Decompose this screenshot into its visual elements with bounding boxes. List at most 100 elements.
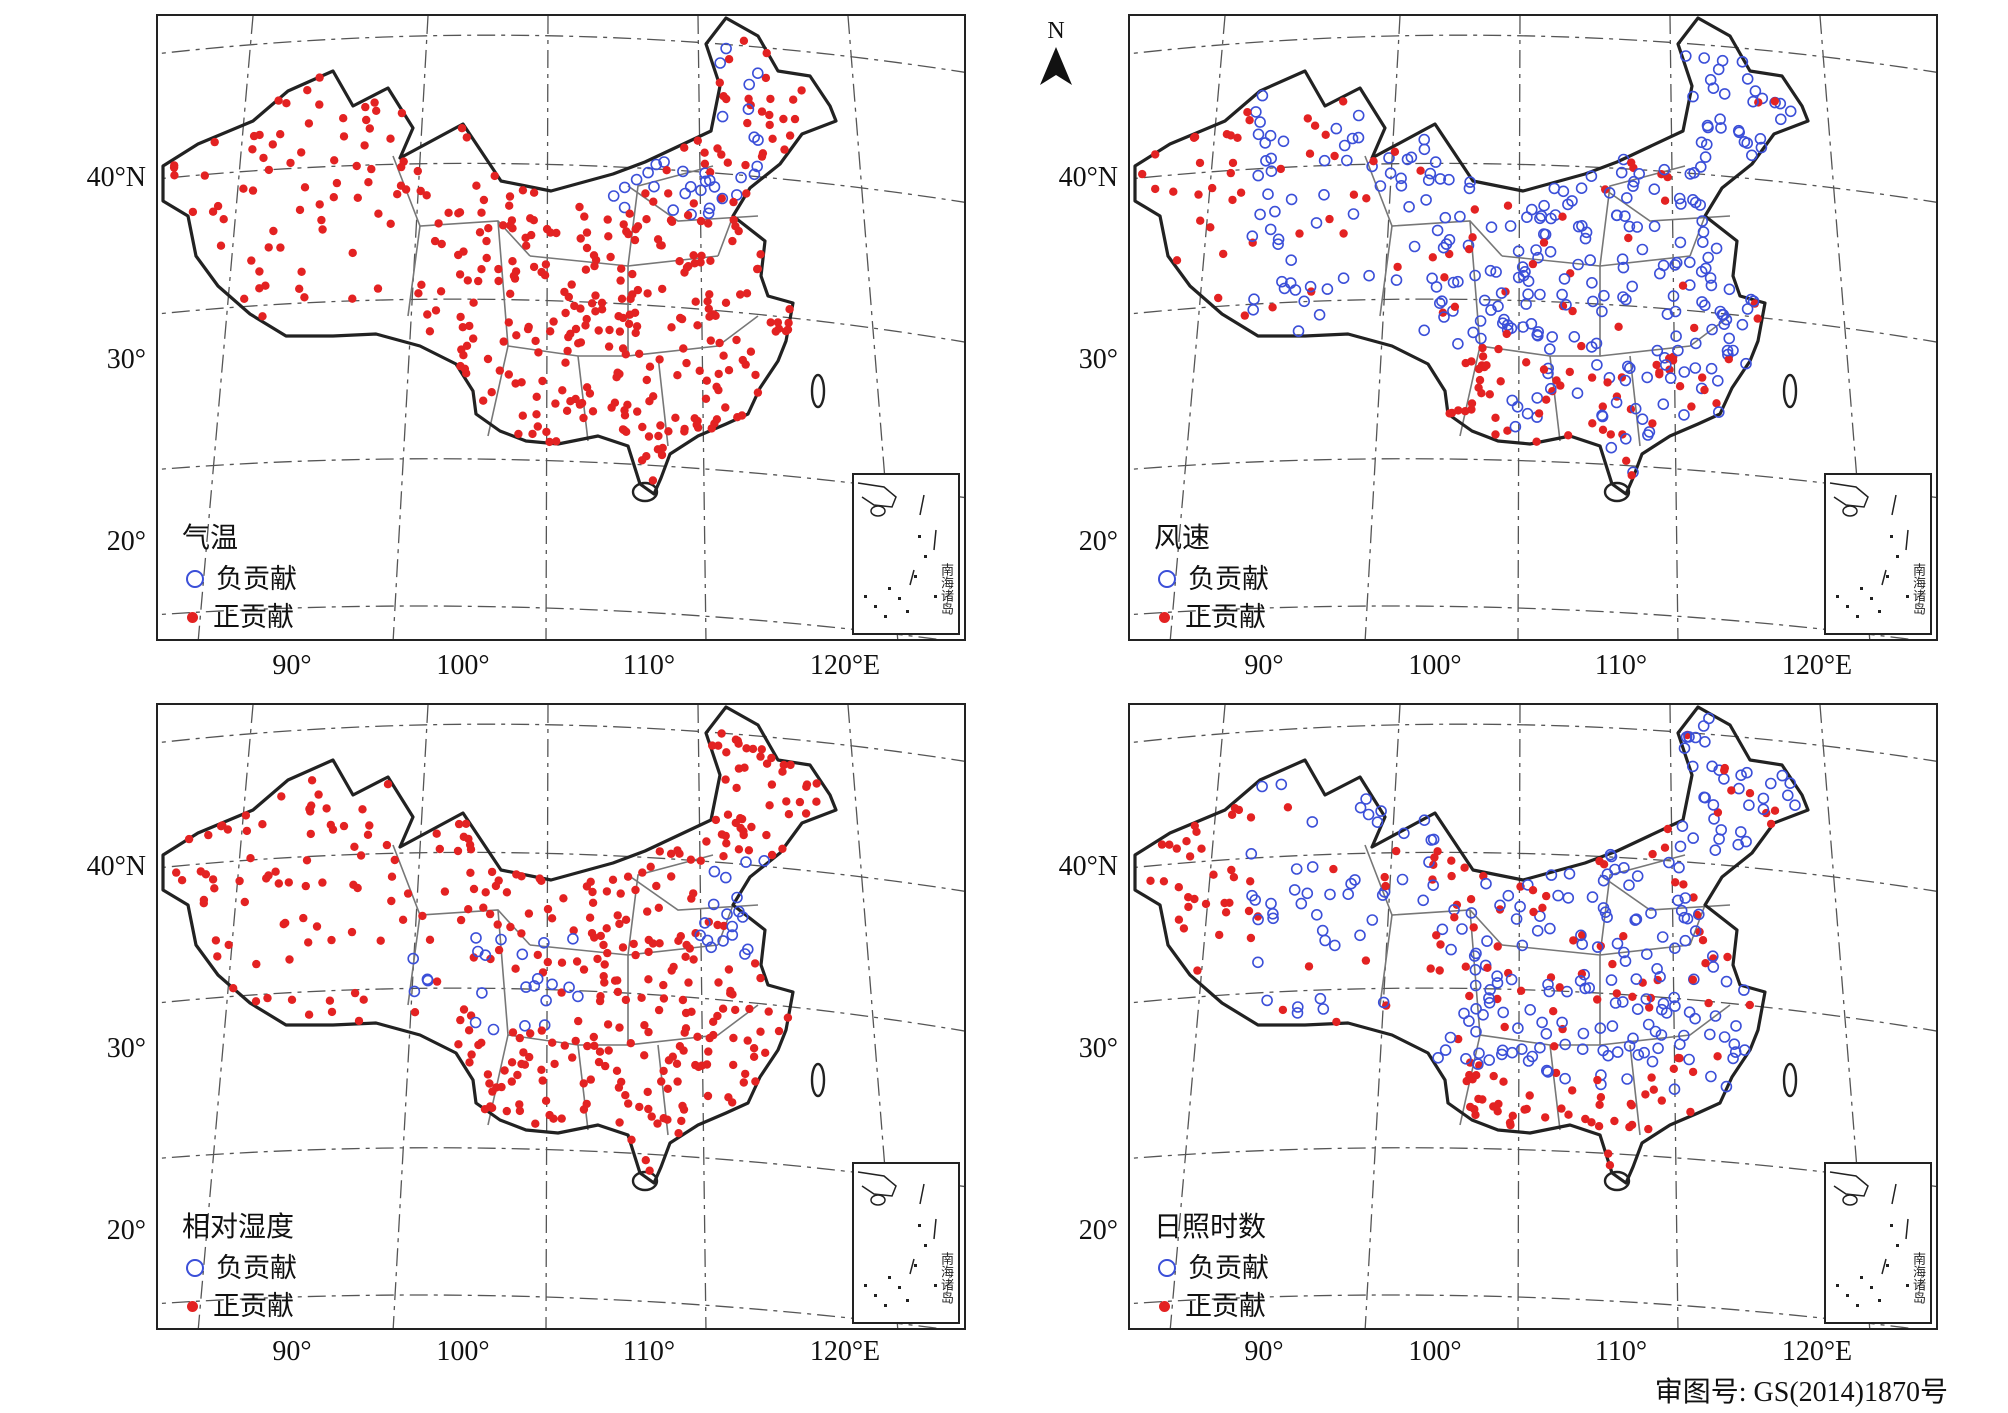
graticule-line (1669, 16, 1679, 639)
station-negative (1636, 413, 1649, 426)
inset-island (924, 555, 927, 558)
station-positive (599, 972, 608, 981)
graticule-line (1130, 34, 1936, 73)
inset-island (1896, 1244, 1899, 1247)
station-negative (1314, 992, 1327, 1005)
station-positive (456, 915, 466, 925)
inset-island (874, 605, 877, 608)
station-positive (604, 1046, 613, 1055)
station-positive (671, 413, 680, 422)
station-positive (287, 995, 297, 1004)
station-positive (753, 264, 762, 274)
station-positive (613, 911, 622, 920)
station-positive (1393, 262, 1402, 272)
station-positive (1501, 287, 1510, 296)
station-positive (696, 216, 706, 226)
station-positive (1246, 813, 1256, 822)
station-positive (372, 106, 381, 116)
station-positive (1304, 962, 1314, 971)
station-positive (1686, 1107, 1695, 1117)
station-negative (1275, 778, 1288, 791)
station-positive (172, 868, 181, 877)
station-negative (752, 134, 764, 146)
station-positive (557, 1114, 566, 1123)
station-positive (588, 887, 597, 897)
station-positive (1244, 906, 1254, 916)
station-positive (655, 939, 664, 948)
station-negative (1447, 276, 1460, 289)
station-positive (656, 241, 665, 250)
station-negative (1341, 154, 1353, 167)
station-positive (1606, 430, 1615, 439)
station-negative (1640, 948, 1653, 960)
station-positive (640, 1021, 649, 1030)
station-positive (1474, 383, 1483, 392)
inset-island (1896, 555, 1899, 558)
station-positive (1310, 121, 1320, 130)
station-negative (1418, 324, 1431, 337)
station-positive (365, 821, 374, 830)
station-positive (240, 897, 249, 907)
x-tick-label: 90° (1244, 1336, 1284, 1367)
station-positive (709, 1017, 718, 1026)
station-negative (1711, 374, 1724, 387)
station-negative (1254, 116, 1266, 128)
station-positive (528, 429, 537, 439)
station-positive (729, 215, 738, 225)
station-positive (1450, 302, 1460, 311)
station-positive (779, 114, 788, 124)
station-positive (582, 314, 591, 324)
station-negative (1483, 996, 1496, 1009)
station-positive (455, 270, 465, 279)
station-negative (1467, 326, 1480, 339)
station-positive (529, 262, 539, 272)
station-positive (631, 328, 640, 338)
station-negative (1619, 955, 1632, 967)
station-positive (1201, 899, 1211, 909)
station-negative (1432, 1051, 1444, 1064)
station-negative (1627, 180, 1639, 192)
station-negative (1670, 330, 1682, 343)
station-negative (1260, 155, 1272, 167)
station-negative (1418, 143, 1431, 156)
station-negative (1390, 274, 1403, 286)
x-tick-label: 100° (1408, 1336, 1462, 1367)
station-positive (631, 950, 640, 960)
station-negative (1645, 907, 1657, 919)
station-positive (1245, 116, 1254, 125)
legend: 日照时数 负贡献 正贡献 (1154, 1209, 1269, 1325)
station-positive (682, 358, 691, 368)
station-positive (268, 140, 277, 149)
station-positive (1679, 880, 1688, 889)
station-negative (1278, 282, 1291, 295)
station-negative (1718, 773, 1730, 785)
station-positive (795, 797, 805, 807)
map-layer (158, 705, 964, 1328)
station-negative (1346, 132, 1359, 145)
station-positive (465, 321, 474, 331)
station-negative (1506, 394, 1519, 407)
graticule-line (697, 16, 707, 639)
station-negative (1276, 275, 1288, 288)
station-negative (1718, 318, 1731, 331)
station-negative (1618, 946, 1630, 959)
station-negative (1485, 304, 1497, 316)
station-negative (1696, 236, 1709, 248)
station-positive (423, 310, 432, 319)
station-positive (339, 821, 349, 831)
station-negative (469, 1016, 482, 1029)
station-positive (675, 257, 684, 266)
station-positive (494, 945, 504, 955)
station-positive (1542, 395, 1551, 404)
station-positive (328, 825, 338, 834)
station-negative (743, 78, 756, 91)
inset-island (1836, 595, 1839, 598)
station-negative (699, 917, 711, 929)
station-negative (726, 929, 739, 941)
station-positive (1568, 1086, 1577, 1095)
province-boundary (1549, 1044, 1561, 1131)
station-positive (673, 846, 682, 855)
station-positive (612, 1066, 622, 1075)
station-positive (302, 856, 312, 865)
station-negative (422, 974, 434, 987)
